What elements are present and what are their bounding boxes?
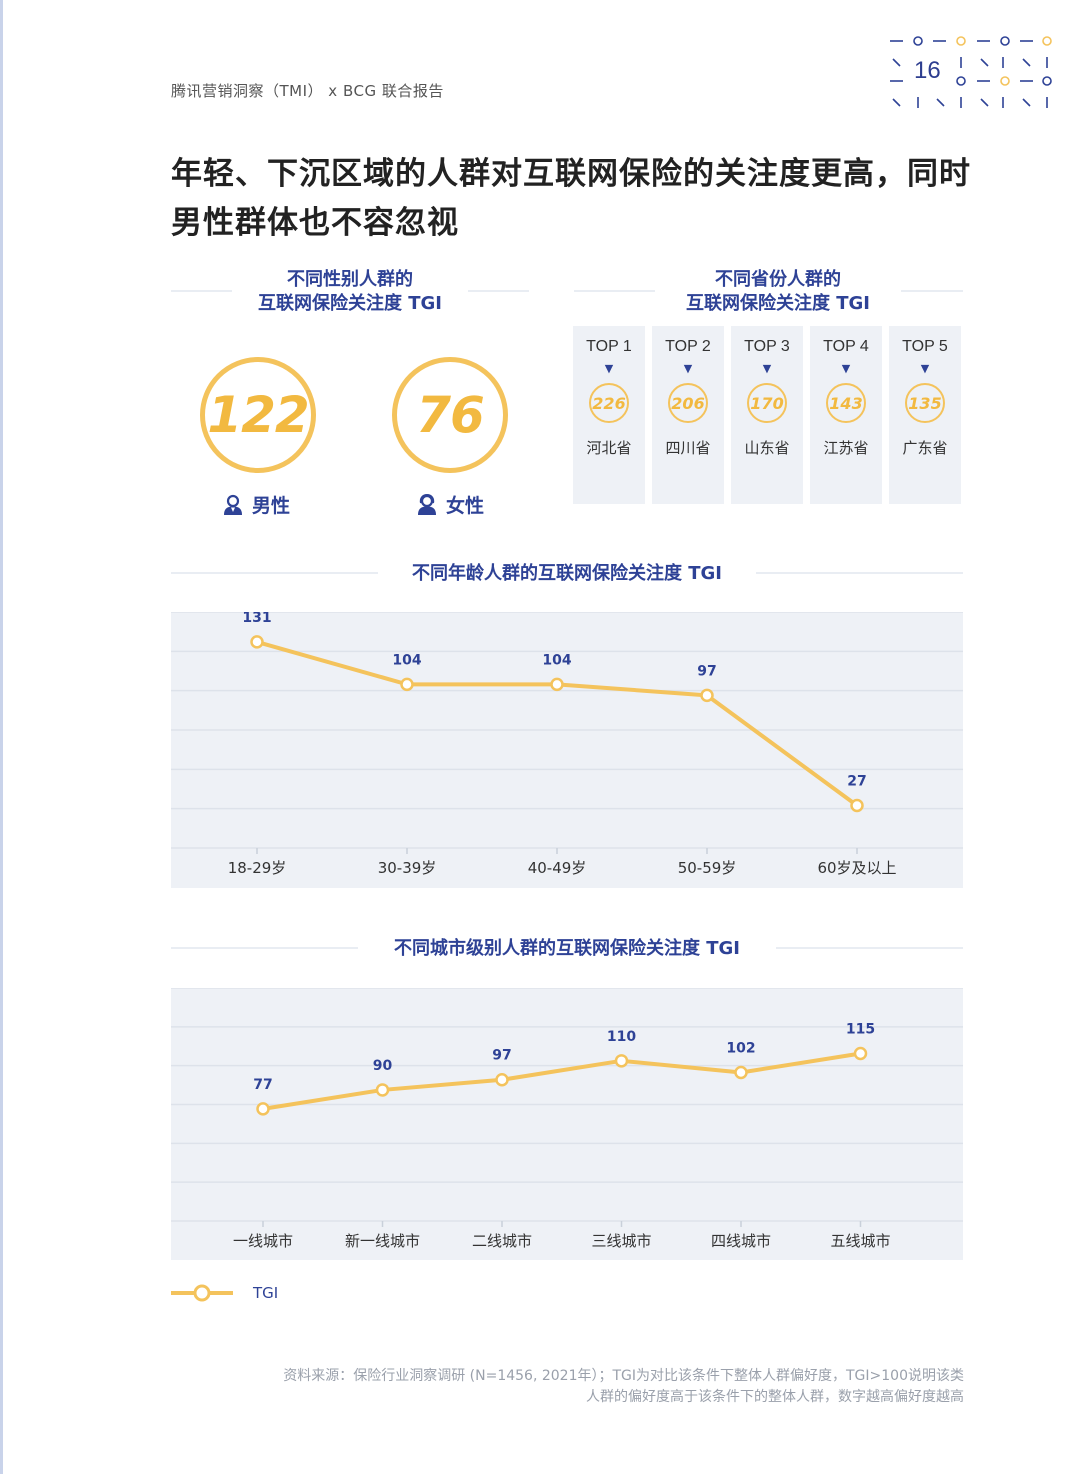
x-tick-label: 五线城市 [830, 1232, 890, 1250]
data-label: 97 [492, 1048, 511, 1064]
x-tick-label: 三线城市 [591, 1232, 651, 1250]
province-tgi-value: 170 [747, 383, 787, 423]
data-label: 131 [242, 612, 271, 626]
down-arrow-icon: ▼ [604, 362, 614, 375]
data-point [700, 688, 714, 703]
province-name: 四川省 [665, 439, 711, 457]
down-arrow-icon: ▼ [762, 362, 772, 375]
data-point [550, 677, 564, 692]
x-tick-label: 50-59岁 [678, 859, 737, 877]
series-line [262, 1051, 861, 1111]
x-tick-label: 一线城市 [233, 1232, 293, 1250]
data-point [400, 677, 414, 692]
rank-label: TOP 4 [823, 338, 869, 355]
data-label: 27 [847, 774, 866, 790]
rank-label: TOP 2 [665, 338, 711, 355]
male-tgi-circle: 122 [200, 357, 316, 473]
x-tick-label: 18-29岁 [228, 859, 287, 877]
header-decoration [890, 36, 1052, 108]
male-user-icon [224, 494, 242, 515]
data-label: 115 [846, 1022, 875, 1038]
city-chart-background [171, 988, 963, 1260]
data-label: 97 [697, 663, 716, 679]
male-label: 男性 [222, 491, 290, 518]
data-point [495, 1072, 509, 1087]
province-name: 江苏省 [823, 439, 869, 457]
legend-line-marker-icon [171, 1284, 233, 1302]
rank-label: TOP 3 [744, 338, 790, 355]
province-tgi-value: 206 [668, 383, 708, 423]
down-arrow-icon: ▼ [920, 362, 930, 375]
data-point [256, 1102, 270, 1116]
province-card-top1: TOP 1 ▼ 226 河北省 [573, 326, 645, 504]
gender-title-line1: 不同性别人群的 [287, 269, 413, 290]
province-tgi-value: 226 [589, 383, 629, 423]
page-number: 16 [914, 57, 941, 84]
page-title: 年轻、下沉区域的人群对互联网保险的关注度更高，同时男性群体也不容忽视 [171, 156, 971, 241]
province-tgi-value: 135 [905, 383, 945, 423]
data-label: 110 [607, 1029, 636, 1045]
x-tick-label: 40-49岁 [528, 859, 587, 877]
gender-section-title: 不同性别人群的 互联网保险关注度 TGI [232, 268, 468, 316]
x-tick-label: 新一线城市 [345, 1232, 420, 1250]
x-tick-label: 60岁及以上 [817, 859, 896, 877]
male-label-text: 男性 [252, 495, 291, 517]
report-header: 腾讯营销洞察（TMI） x BCG 联合报告 [171, 82, 444, 100]
province-name: 河北省 [586, 439, 632, 457]
x-tick-label: 二线城市 [472, 1232, 532, 1250]
footnote: 资料来源：保险行业洞察调研 (N=1456, 2021年）；TGI为对比该条件下… [204, 1366, 964, 1408]
province-section-title: 不同省份人群的 互联网保险关注度 TGI [655, 268, 901, 316]
age-line-chart: 18-29岁 30-39岁 40-49岁 50-59岁 60岁及以上 131 104 104 9… [171, 612, 963, 877]
footnote-line2: 人群的偏好度高于该条件下的整体人群，数字越高偏好度越高 [586, 1389, 964, 1405]
down-arrow-icon: ▼ [683, 362, 693, 375]
province-card-top5: TOP 5 ▼ 135 广东省 [889, 326, 961, 504]
male-tgi-value: 122 [207, 386, 309, 444]
chart-legend: TGI [171, 1282, 278, 1304]
female-user-icon [418, 493, 436, 515]
x-tick-label: 30-39岁 [378, 859, 437, 877]
province-tgi-value: 143 [826, 383, 866, 423]
gender-title-line2: 互联网保险关注度 TGI [257, 293, 443, 314]
province-title-line2: 互联网保险关注度 TGI [685, 293, 871, 314]
data-point [734, 1065, 748, 1080]
city-line-chart: 一线城市 新一线城市 二线城市 三线城市 四线城市 五线城市 77 90 97 110 102 115 [171, 988, 963, 1250]
female-label-text: 女性 [446, 495, 485, 517]
female-label: 女性 [416, 491, 484, 518]
rank-label: TOP 5 [902, 338, 948, 355]
province-title-line1: 不同省份人群的 [715, 269, 841, 290]
data-label: 90 [373, 1058, 393, 1074]
female-tgi-circle: 76 [392, 357, 508, 473]
province-card-top4: TOP 4 ▼ 143 江苏省 [810, 326, 882, 504]
city-chart-title: 不同城市级别人群的互联网保险关注度 TGI [358, 937, 776, 961]
female-tgi-value: 76 [416, 386, 485, 444]
rank-label: TOP 1 [586, 338, 632, 355]
province-name: 山东省 [744, 439, 790, 457]
footnote-line1: 资料来源：保险行业洞察调研 (N=1456, 2021年）；TGI为对比该条件下… [283, 1368, 964, 1384]
x-tick-label: 四线城市 [711, 1232, 771, 1250]
data-point [250, 635, 264, 649]
data-point [850, 798, 864, 813]
data-label: 102 [726, 1040, 755, 1056]
data-point [614, 1054, 629, 1068]
province-card-top3: TOP 3 ▼ 170 山东省 [731, 326, 803, 504]
down-arrow-icon: ▼ [841, 362, 851, 375]
data-label: 77 [253, 1077, 272, 1093]
province-card-top2: TOP 2 ▼ 206 四川省 [652, 326, 724, 504]
data-point [375, 1083, 390, 1097]
page-left-rule [0, 0, 3, 1474]
data-label: 104 [392, 652, 421, 668]
age-chart-title: 不同年龄人群的互联网保险关注度 TGI [378, 562, 756, 586]
age-chart-background [171, 612, 963, 888]
data-label: 104 [542, 652, 571, 668]
province-name: 广东省 [902, 439, 948, 457]
legend-label: TGI [253, 1284, 279, 1302]
data-point [853, 1046, 868, 1061]
